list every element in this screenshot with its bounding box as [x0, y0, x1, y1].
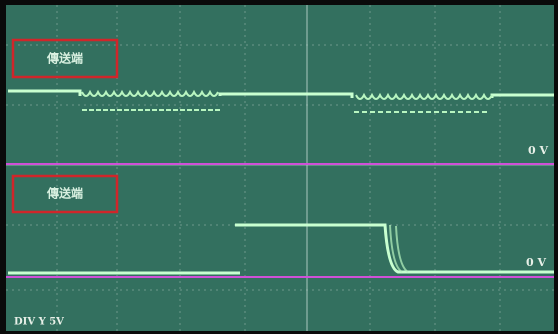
page: 傳送端 0 V 傳送端 0 V DIV Y 5V (() => { const … — [0, 0, 558, 334]
screen — [6, 5, 554, 331]
channel-label: 傳送端 — [46, 51, 83, 66]
scale-label: DIV Y 5V — [14, 317, 64, 328]
zero-label: 0 V — [528, 144, 548, 157]
zero-label: 0 V — [526, 256, 546, 269]
oscilloscope-screen: 傳送端 0 V 傳送端 0 V DIV Y 5V — [0, 0, 558, 334]
channel-label: 傳送端 — [46, 186, 83, 201]
